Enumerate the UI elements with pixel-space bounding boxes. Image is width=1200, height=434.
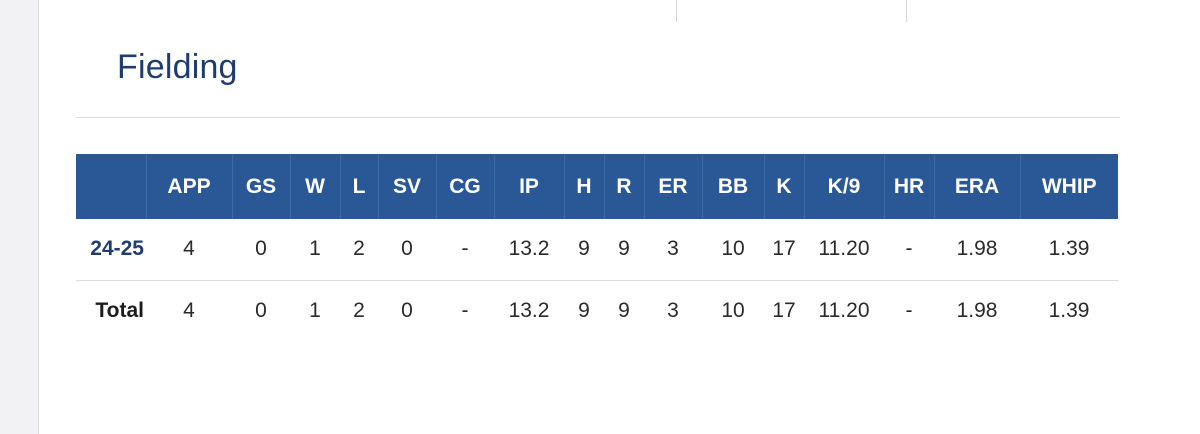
table-cell: 13.2 [494, 219, 564, 281]
table-cell: 0 [378, 219, 436, 281]
table-cell: 10 [721, 298, 745, 322]
column-header-er[interactable]: ER [643, 154, 702, 219]
table-cell: 3 [667, 298, 679, 322]
table-cell: - [884, 219, 934, 281]
row-label-total: Total [95, 298, 144, 322]
table-cell: 2 [353, 298, 365, 322]
table-row-season: 24-25 4 0 1 2 0 - 13.2 9 9 3 10 17 11.20… [76, 219, 1118, 281]
table-cell: 9 [604, 219, 644, 281]
column-header-bb[interactable]: BB [701, 154, 764, 219]
column-header-app[interactable]: APP [145, 154, 232, 219]
column-header-whip[interactable]: WHIP [1019, 154, 1118, 219]
column-header-ip[interactable]: IP [493, 154, 564, 219]
section-title: Fielding [117, 48, 238, 86]
table-cell: 3 [644, 219, 702, 281]
table-cell: - [905, 298, 913, 322]
table-cell: 0 [401, 298, 413, 322]
table-row-total: Total 4 0 1 2 0 - 13.2 9 9 3 10 17 11.20… [76, 280, 1118, 341]
table-header-row: APP GS W L SV CG IP H R ER BB K K/9 HR E… [76, 154, 1118, 219]
table-cell: - [436, 219, 494, 281]
table-cell: 1.98 [956, 298, 998, 322]
column-header-sv[interactable]: SV [377, 154, 436, 219]
pitching-stats-table: APP GS W L SV CG IP H R ER BB K K/9 HR E… [76, 154, 1118, 341]
table-cell: 11.20 [818, 298, 870, 322]
table-cell: 1.98 [934, 219, 1020, 281]
table-cell: 2 [340, 219, 378, 281]
column-header-k[interactable]: K [763, 154, 804, 219]
table-cell: 9 [618, 298, 630, 322]
table-cell: 9 [564, 219, 604, 281]
table-cell: 13.2 [508, 298, 550, 322]
column-header-k9[interactable]: K/9 [803, 154, 884, 219]
column-header[interactable] [76, 154, 146, 219]
table-cell: 1.39 [1048, 298, 1090, 322]
table-cell: 1 [309, 298, 321, 322]
column-header-hr[interactable]: HR [883, 154, 934, 219]
column-header-cg[interactable]: CG [435, 154, 494, 219]
table-cell: 10 [702, 219, 764, 281]
column-header-gs[interactable]: GS [231, 154, 290, 219]
table-cell: 0 [255, 298, 267, 322]
table-cell: 4 [146, 219, 232, 281]
column-header-w[interactable]: W [289, 154, 340, 219]
column-header-h[interactable]: H [563, 154, 604, 219]
table-cell: 1 [290, 219, 340, 281]
row-label-season: 24-25 [76, 219, 146, 281]
column-header-era[interactable]: ERA [933, 154, 1020, 219]
table-cell: - [461, 298, 469, 322]
table-cell: 0 [232, 219, 290, 281]
table-cell: 9 [578, 298, 590, 322]
table-cell: 17 [772, 298, 796, 322]
section-divider [76, 117, 1120, 118]
column-header-r[interactable]: R [603, 154, 644, 219]
table-cell: 4 [183, 298, 195, 322]
top-divider-left [676, 0, 677, 22]
top-divider-right [906, 0, 907, 22]
table-cell: 1.39 [1020, 219, 1118, 281]
table-cell: 17 [764, 219, 804, 281]
table-cell: 11.20 [804, 219, 884, 281]
column-header-l[interactable]: L [339, 154, 378, 219]
